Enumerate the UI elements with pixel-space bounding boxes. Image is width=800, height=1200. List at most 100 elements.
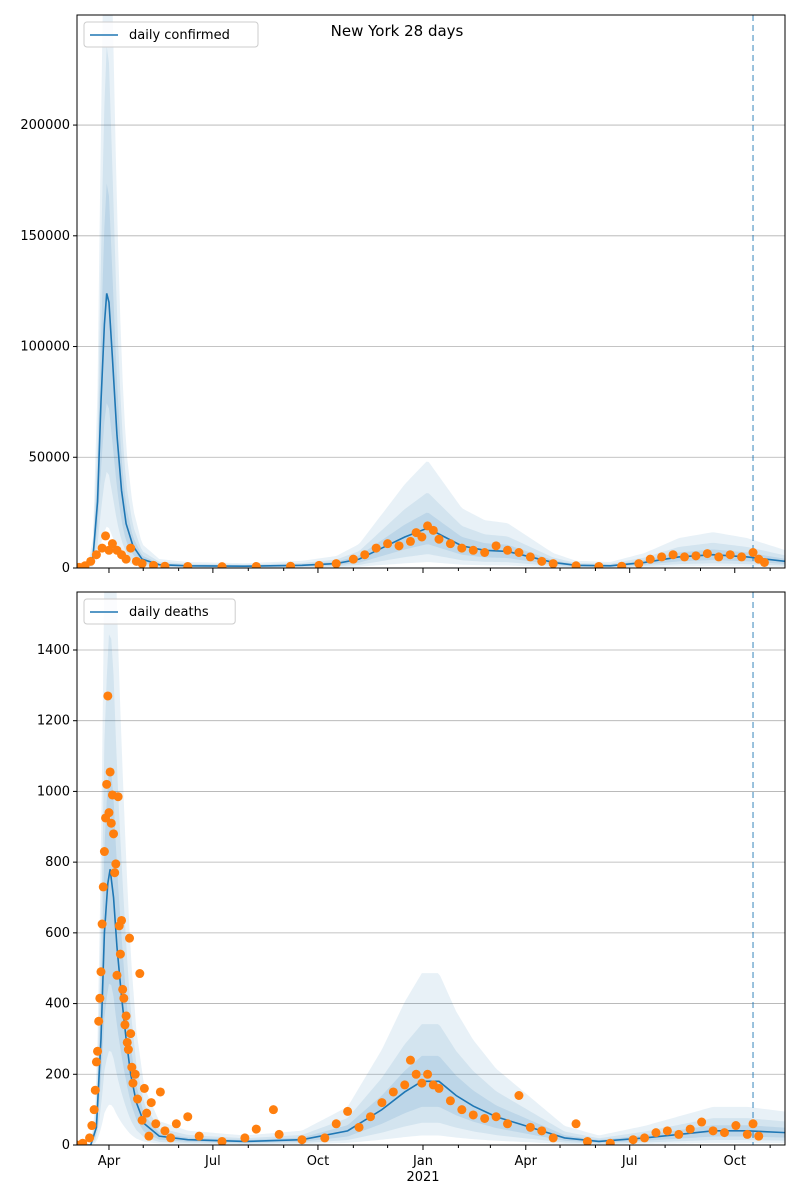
observed-point (417, 1078, 427, 1088)
observed-point (106, 818, 116, 828)
observed-point (354, 1122, 364, 1132)
plot-area (77, 15, 785, 568)
observed-point (117, 915, 127, 925)
observed-point (286, 561, 296, 568)
x-tick-label: Jul (204, 1154, 221, 1169)
panel-1: 0 200 400 600 800 1000 1200 1400 Apr Jul Oct Jan Apr… (37, 591, 786, 1185)
x-tick-label: Jul (621, 1154, 638, 1169)
observed-point (605, 1138, 615, 1145)
observed-point (737, 552, 747, 562)
observed-point (104, 545, 114, 555)
observed-point (120, 1020, 130, 1030)
observed-point (457, 1105, 467, 1115)
observed-point (105, 767, 115, 777)
observed-point (103, 691, 113, 701)
observed-point (525, 552, 535, 562)
observed-point (491, 1112, 501, 1122)
observed-point (668, 550, 678, 560)
chart-title: New York 28 days (331, 22, 464, 40)
observed-point (634, 559, 644, 568)
observed-point (537, 1126, 547, 1136)
observed-point (194, 1131, 204, 1141)
observed-point (126, 1029, 136, 1039)
observed-point (217, 1136, 227, 1145)
observed-point (166, 1133, 176, 1143)
observed-point (748, 1119, 758, 1129)
x-tick-label: Oct (307, 1154, 329, 1169)
observed-point (697, 1117, 707, 1127)
y-tick-label: 200 (45, 1067, 70, 1082)
observed-point (171, 1119, 181, 1129)
observed-point (680, 552, 690, 562)
observed-point (91, 550, 101, 560)
uncertainty-band-0 (77, 592, 785, 1145)
observed-point (268, 1105, 278, 1115)
observed-point (240, 1133, 250, 1143)
observed-point (628, 1135, 638, 1145)
legend (83, 598, 236, 625)
observed-point (121, 1011, 131, 1021)
observed-point (146, 1098, 156, 1108)
observed-point (314, 560, 324, 568)
observed-point (417, 532, 427, 542)
observed-point (640, 1133, 650, 1143)
observed-point (251, 561, 261, 568)
observed-point (91, 1057, 101, 1067)
observed-point (725, 550, 735, 560)
observed-point (480, 547, 490, 557)
observed-point (85, 1133, 95, 1143)
x-year-label: 2021 (406, 1170, 439, 1185)
observed-point (491, 541, 501, 551)
observed-point (400, 1080, 410, 1090)
y-tick-label: 600 (45, 926, 70, 941)
observed-point (702, 549, 712, 559)
observed-point (97, 543, 107, 553)
observed-point (514, 1090, 524, 1100)
observed-point (135, 969, 145, 979)
legend-label: daily deaths (129, 605, 209, 620)
observed-point (503, 1119, 513, 1129)
x-tick-label: Jan (412, 1154, 433, 1169)
observed-point (617, 561, 627, 568)
observed-point (251, 1124, 261, 1134)
observed-point (645, 554, 655, 564)
observed-point (87, 1121, 97, 1131)
uncertainty-band-1 (77, 634, 785, 1145)
observed-point (719, 1128, 729, 1138)
y-tick-label: 1000 (37, 784, 70, 799)
observed-point (405, 1055, 415, 1065)
observed-point (96, 967, 106, 977)
observed-point (149, 560, 159, 568)
y-tick-label: 150000 (20, 229, 70, 244)
observed-point (457, 543, 467, 553)
y-tick-label: 0 (62, 561, 70, 576)
y-tick-label: 1200 (37, 714, 70, 729)
observed-point (274, 1129, 284, 1139)
observed-point (377, 1098, 387, 1108)
y-tick-label: 800 (45, 855, 70, 870)
panel-0: 0 50000 100000 150000 200000 daily confirmed (20, 14, 786, 576)
observed-point (662, 1126, 672, 1136)
plot-area (77, 592, 785, 1145)
observed-point (582, 1136, 592, 1145)
observed-point (137, 1115, 147, 1125)
observed-point (125, 933, 135, 943)
observed-point (434, 534, 444, 544)
observed-point (128, 1078, 138, 1088)
y-tick-label: 200000 (20, 118, 70, 133)
observed-point (217, 562, 227, 568)
observed-point (151, 1119, 161, 1129)
observed-point (674, 1129, 684, 1139)
observed-point (754, 1131, 764, 1141)
observed-point (468, 545, 478, 555)
observed-point (548, 1133, 558, 1143)
observed-point (123, 1045, 133, 1055)
observed-point (331, 1119, 341, 1129)
uncertainty-band-0 (77, 15, 785, 568)
observed-point (107, 539, 117, 549)
observed-point (94, 1016, 104, 1026)
observed-point (183, 561, 193, 568)
observed-point (537, 556, 547, 566)
observed-point (445, 539, 455, 549)
